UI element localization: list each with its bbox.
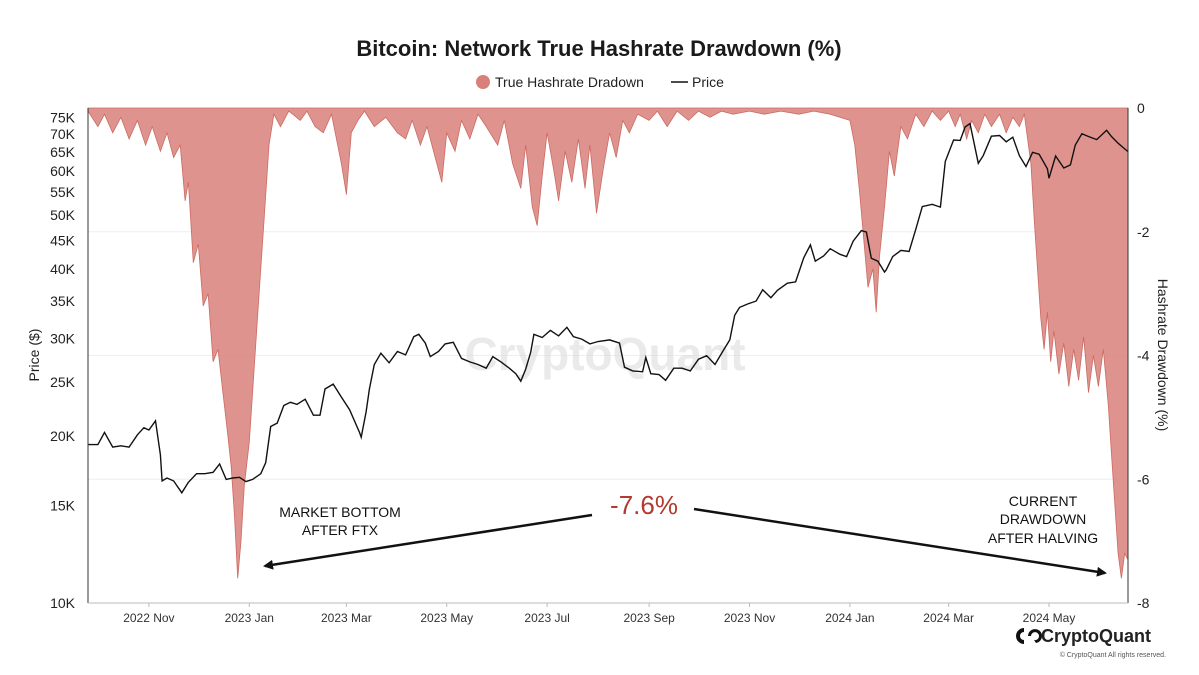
plot-area [87, 107, 1129, 579]
legend-label-price: Price [692, 74, 724, 90]
annotations: MARKET BOTTOM AFTER FTX -7.6% CURRENT DR… [263, 490, 1107, 577]
x-tick-label: 2024 Mar [923, 611, 974, 625]
y-right-tick-label: -8 [1137, 595, 1150, 611]
x-ticks: 2022 Nov 2023 Jan 2023 Mar 2023 May 2023 Jul… [123, 603, 1075, 625]
y-left-tick-label: 40K [50, 261, 76, 277]
cryptoquant-logo-icon [1016, 628, 1042, 644]
annotation-center-value: -7.6% [610, 490, 678, 520]
chart-title: Bitcoin: Network True Hashrate Drawdown … [356, 36, 841, 61]
y-left-tick-label: 30K [50, 330, 76, 346]
x-tick-label: 2023 Jul [524, 611, 569, 625]
x-tick-label: 2023 Jan [225, 611, 274, 625]
arrow-right [693, 507, 1107, 577]
y-left-tick-label: 45K [50, 233, 76, 249]
annotation-right-line2: DRAWDOWN [1000, 511, 1087, 527]
y-left-tick-label: 55K [50, 184, 76, 200]
y-left-tick-label: 70K [50, 126, 76, 142]
legend: True Hashrate Dradown Price [476, 74, 724, 90]
y-left-tick-label: 50K [50, 207, 76, 223]
annotation-left-line1: MARKET BOTTOM [279, 504, 401, 520]
y-right-tick-label: -2 [1137, 224, 1150, 240]
y-left-tick-label: 10K [50, 595, 76, 611]
y-left-tick-label: 75K [50, 109, 76, 125]
annotation-right-line3: AFTER HALVING [988, 530, 1098, 546]
annotation-left-line2: AFTER FTX [302, 522, 379, 538]
x-tick-label: 2022 Nov [123, 611, 174, 625]
legend-label-drawdown: True Hashrate Dradown [495, 74, 644, 90]
y-left-tick-label: 20K [50, 428, 76, 444]
x-tick-label: 2024 May [1023, 611, 1076, 625]
y-right-tick-label: 0 [1137, 100, 1145, 116]
x-tick-label: 2023 May [420, 611, 473, 625]
y-right-tick-label: -4 [1137, 348, 1150, 364]
watermark: CryptoQuant [464, 328, 745, 380]
x-tick-label: 2023 Nov [724, 611, 775, 625]
y-right-ticks: 0 -2 -4 -6 -8 [1137, 100, 1150, 611]
drawdown-area [87, 107, 1129, 579]
annotation-right-line1: CURRENT [1009, 493, 1078, 509]
y-left-tick-label: 65K [50, 144, 76, 160]
y-left-ticks: 10K 15K 20K 25K 30K 35K 40K 45K 50K 55K 60K 65K 70K7… [50, 109, 76, 611]
y-left-tick-label: 25K [50, 374, 76, 390]
x-tick-label: 2023 Mar [321, 611, 372, 625]
y-left-tick-label: 15K [50, 497, 76, 513]
brand-copyright: © CryptoQuant All rights reserved. [1060, 651, 1166, 659]
legend-marker-drawdown [476, 75, 490, 89]
y-right-axis-label: Hashrate Drawdown (%) [1155, 279, 1171, 432]
y-right-tick-label: -6 [1137, 471, 1150, 487]
brand-logo: CryptoQuant © CryptoQuant All rights res… [1016, 626, 1166, 659]
x-tick-label: 2023 Sep [623, 611, 675, 625]
brand-name: CryptoQuant [1041, 626, 1151, 646]
y-left-tick-label: 60K [50, 163, 76, 179]
arrow-left [263, 513, 593, 570]
y-left-tick-label: 35K [50, 293, 76, 309]
x-tick-label: 2024 Jan [825, 611, 874, 625]
price-line [88, 122, 1129, 495]
y-left-axis-label: Price ($) [26, 329, 42, 382]
